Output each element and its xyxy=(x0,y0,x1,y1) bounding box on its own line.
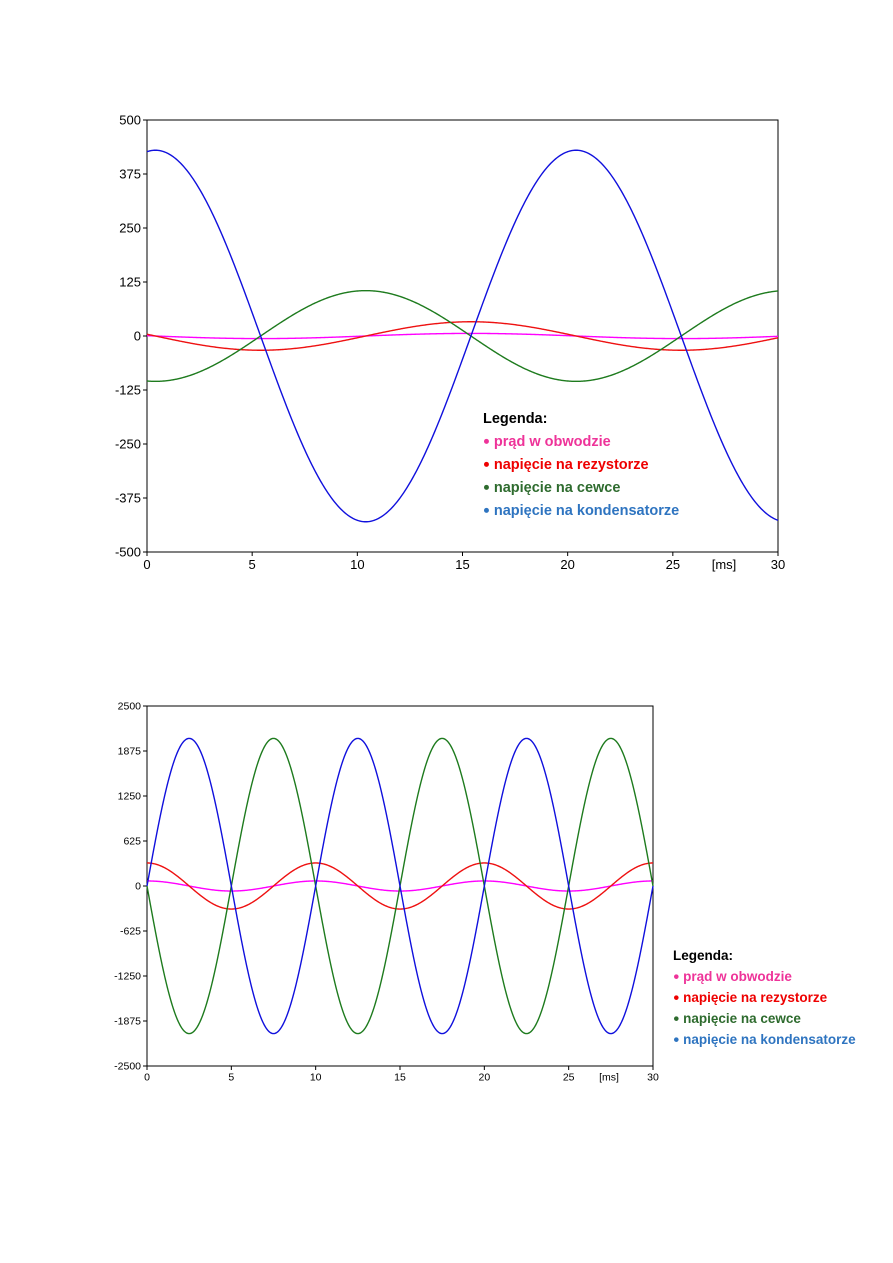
x-tick-label: 25 xyxy=(666,557,680,572)
x-tick-label: 10 xyxy=(310,1072,322,1084)
y-tick-label: -1250 xyxy=(114,971,141,983)
legend-bullet xyxy=(484,438,489,444)
series-line xyxy=(146,289,779,383)
legend-item-label: prąd w obwodzie xyxy=(683,969,792,984)
series-line xyxy=(146,321,779,351)
x-axis-label: [ms] xyxy=(712,557,737,572)
x-tick-label: 10 xyxy=(350,557,364,572)
x-tick-label: 15 xyxy=(394,1072,406,1084)
x-tick-label: 25 xyxy=(563,1072,575,1084)
y-tick-label: -250 xyxy=(115,437,141,452)
legend-item-label: napięcie na kondensatorze xyxy=(683,1032,856,1047)
y-tick-label: 0 xyxy=(135,881,141,893)
legend-bullet xyxy=(674,974,679,979)
x-tick-label: 5 xyxy=(249,557,256,572)
series-line xyxy=(146,149,779,523)
y-tick-label: 1250 xyxy=(118,791,142,803)
y-tick-label: 250 xyxy=(119,221,141,236)
x-tick-label: 0 xyxy=(143,557,150,572)
x-axis-label: [ms] xyxy=(599,1072,619,1084)
y-tick-label: 1875 xyxy=(118,746,142,758)
legend: Legenda: prąd w obwodzie napięcie na rezys… xyxy=(483,411,679,519)
legend-bullet xyxy=(674,1037,679,1042)
x-tick-label: 0 xyxy=(144,1072,150,1084)
x-tick-label: 30 xyxy=(647,1072,659,1084)
y-tick-label: 0 xyxy=(134,329,141,344)
x-tick-label: 5 xyxy=(228,1072,234,1084)
legend-item-label: prąd w obwodzie xyxy=(494,434,611,450)
y-tick-label: 2500 xyxy=(118,701,142,713)
legend-item-label: napięcie na cewce xyxy=(683,1011,801,1026)
legend-bullet xyxy=(674,995,679,1000)
x-tick-label: 20 xyxy=(478,1072,490,1084)
x-tick-label: 30 xyxy=(771,557,785,572)
series-line xyxy=(146,862,654,910)
y-tick-label: -625 xyxy=(120,926,141,938)
series-line xyxy=(146,737,654,1035)
legend-title: Legenda: xyxy=(483,411,547,427)
y-tick-label: 125 xyxy=(119,275,141,290)
plot-area xyxy=(146,119,779,553)
y-tick-label: -125 xyxy=(115,383,141,398)
legend-bullet xyxy=(484,484,489,490)
y-tick-label: -1875 xyxy=(114,1016,141,1028)
y-tick-label: 500 xyxy=(119,113,141,128)
y-tick-label: 625 xyxy=(123,836,141,848)
y-tick-label: -375 xyxy=(115,491,141,506)
legend-item-label: napięcie na rezystorze xyxy=(683,990,828,1005)
legend-bullet xyxy=(484,461,489,467)
legend-bullet xyxy=(484,507,489,513)
legend-title: Legenda: xyxy=(673,948,733,963)
legend-item-label: napięcie na cewce xyxy=(494,480,621,496)
x-tick-label: 20 xyxy=(560,557,574,572)
series-line xyxy=(146,332,779,340)
legend-bullet xyxy=(674,1016,679,1021)
y-tick-label: -500 xyxy=(115,545,141,560)
y-tick-label: -2500 xyxy=(114,1061,141,1073)
y-tick-label: 375 xyxy=(119,167,141,182)
legend: Legenda: prąd w obwodzie napięcie na rezys… xyxy=(673,948,856,1047)
legend-item-label: napięcie na rezystorze xyxy=(494,457,649,473)
legend-item-label: napięcie na kondensatorze xyxy=(494,503,679,519)
series-line xyxy=(147,880,653,892)
x-tick-label: 15 xyxy=(455,557,469,572)
